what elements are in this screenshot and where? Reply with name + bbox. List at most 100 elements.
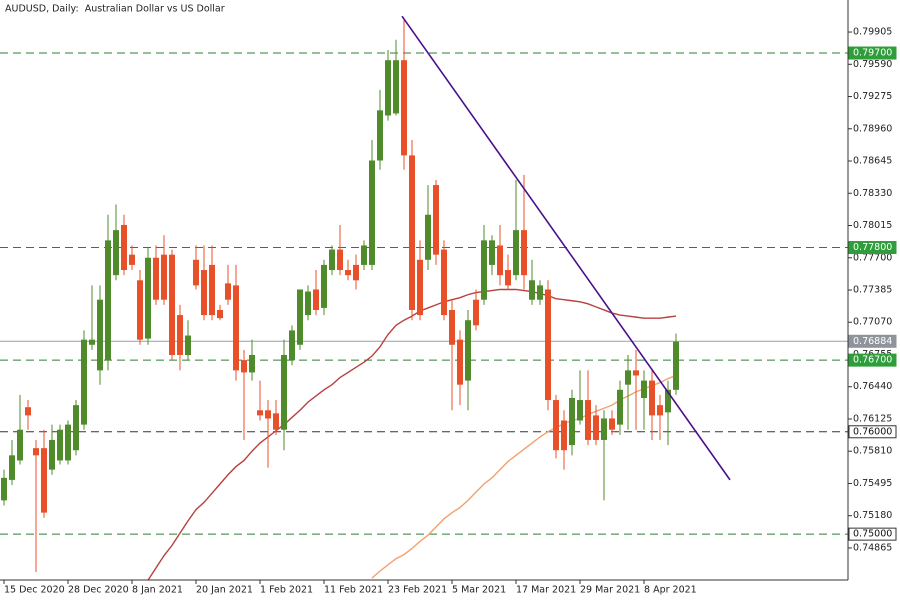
candle-body — [561, 420, 567, 451]
candle-body — [105, 240, 111, 361]
candle-body — [481, 240, 487, 300]
candle-body — [137, 280, 143, 340]
x-tick-label: 29 Mar 2021 — [580, 585, 640, 596]
y-tick-label: 0.75180 — [853, 510, 892, 521]
candle-body — [305, 291, 311, 316]
candle-body — [633, 370, 639, 376]
level-box — [848, 425, 897, 439]
x-tick-label: 23 Feb 2021 — [388, 585, 447, 596]
level-label: 0.76700 — [853, 355, 892, 366]
candle-body — [257, 410, 263, 416]
x-tick-label: 8 Jan 2021 — [132, 585, 183, 596]
y-tick-label: 0.76440 — [853, 381, 892, 392]
level-label: 0.76884 — [853, 336, 892, 347]
candle-body — [345, 270, 351, 276]
y-tick-label: 0.78960 — [853, 123, 892, 134]
candle-body — [657, 405, 663, 416]
candle-body — [193, 259, 199, 286]
candle-body — [553, 400, 559, 451]
candle-body — [593, 415, 599, 440]
candle-body — [321, 264, 327, 308]
candle-body — [513, 230, 519, 276]
candle-body — [617, 389, 623, 425]
candle-body — [569, 397, 575, 446]
candle-body — [1, 477, 7, 501]
candle-body — [89, 339, 95, 345]
candle-body — [433, 185, 439, 255]
candle-body — [585, 400, 591, 440]
x-tick-label: 28 Dec 2020 — [68, 585, 129, 596]
x-tick-label: 20 Jan 2021 — [196, 585, 253, 596]
candle-body — [665, 389, 671, 413]
candle-body — [609, 418, 615, 430]
x-tick-label: 11 Feb 2021 — [324, 585, 383, 596]
candle-body — [113, 230, 119, 276]
level-box — [848, 353, 897, 367]
candle-body — [65, 424, 71, 461]
candle-body — [425, 214, 431, 260]
candle-body — [369, 160, 375, 265]
candle-body — [265, 410, 271, 419]
candle-body — [281, 355, 287, 430]
candle-body — [73, 405, 79, 451]
candle-body — [505, 270, 511, 286]
candle-body — [521, 230, 527, 276]
y-tick-label: 0.76125 — [853, 413, 892, 424]
candle-body — [25, 407, 31, 416]
candle-body — [473, 299, 479, 326]
candle-body — [81, 339, 87, 425]
level-box — [848, 334, 897, 348]
candle-body — [641, 380, 647, 398]
y-tick-label: 0.77070 — [853, 317, 892, 328]
level-label: 0.75000 — [853, 529, 892, 540]
y-tick-label: 0.75495 — [853, 478, 892, 489]
level-box — [848, 527, 897, 541]
y-tick-label: 0.79275 — [853, 91, 892, 102]
candle-body — [577, 400, 583, 421]
candle-body — [409, 155, 415, 310]
y-tick-label: 0.77385 — [853, 285, 892, 296]
candle-body — [97, 299, 103, 371]
candle-body — [417, 259, 423, 316]
candle-body — [537, 285, 543, 300]
candle-body — [129, 254, 135, 265]
candle-body — [17, 429, 23, 461]
x-tick-label: 8 Apr 2021 — [644, 585, 697, 596]
candle-body — [353, 264, 359, 281]
level-box — [848, 241, 897, 255]
candle-body — [177, 315, 183, 356]
candle-body — [153, 257, 159, 300]
candle-body — [233, 285, 239, 371]
candle-body — [649, 380, 655, 416]
candle-body — [313, 289, 319, 310]
x-tick-label: 17 Mar 2021 — [516, 585, 576, 596]
x-tick-label: 5 Mar 2021 — [452, 585, 506, 596]
candle-body — [337, 249, 343, 271]
y-tick-label: 0.74865 — [853, 542, 892, 553]
y-tick-label: 0.78015 — [853, 220, 892, 231]
candle-body — [449, 309, 455, 345]
candle-body — [457, 339, 463, 385]
candle-body — [49, 439, 55, 470]
candle-body — [33, 448, 39, 456]
level-label: 0.77800 — [853, 242, 892, 253]
candle-body — [377, 110, 383, 161]
candle-body — [161, 254, 167, 300]
candle-body — [545, 289, 551, 401]
candle-body — [465, 320, 471, 381]
candle-body — [209, 264, 215, 316]
y-tick-label: 0.79905 — [853, 27, 892, 38]
candle-body — [625, 370, 631, 385]
candle-body — [57, 429, 63, 461]
candle-body — [361, 245, 367, 265]
candle-body — [169, 254, 175, 356]
y-tick-label: 0.77700 — [853, 252, 892, 263]
x-tick-label: 1 Feb 2021 — [260, 585, 313, 596]
y-tick-label: 0.78330 — [853, 188, 892, 199]
level-box — [848, 46, 897, 60]
level-label: 0.79700 — [853, 48, 892, 59]
candle-body — [241, 360, 247, 373]
candle-body — [145, 257, 151, 339]
candle-body — [385, 60, 391, 116]
